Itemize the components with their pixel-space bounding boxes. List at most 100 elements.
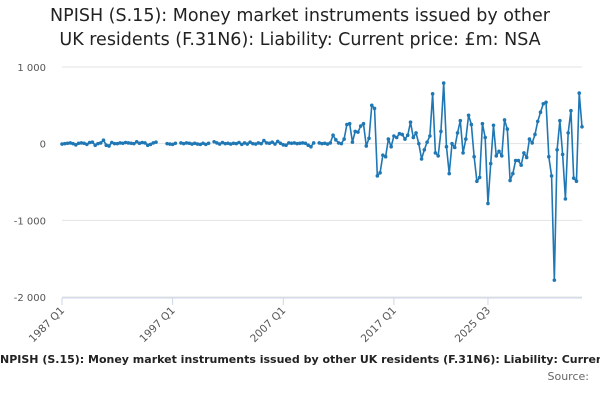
data-point — [192, 141, 197, 146]
data-point — [145, 143, 150, 147]
data-point — [270, 140, 275, 144]
data-point — [441, 81, 446, 85]
data-point — [154, 140, 158, 144]
data-point — [223, 141, 227, 146]
data-point — [217, 142, 222, 146]
data-point — [121, 141, 125, 146]
x-tick-label: 2025 Q3 — [453, 305, 493, 345]
data-point — [477, 175, 482, 180]
data-point — [90, 140, 95, 144]
data-point — [298, 141, 302, 146]
data-point — [281, 143, 286, 147]
data-point — [256, 141, 261, 145]
data-point — [428, 134, 432, 138]
data-point — [212, 139, 216, 144]
data-point — [325, 142, 330, 146]
data-point — [292, 141, 297, 145]
chart-title-line-1: NPISH (S.15): Money market instruments i… — [50, 6, 550, 26]
data-point — [62, 141, 67, 146]
data-point — [392, 134, 396, 138]
legend-series-label[interactable]: NPISH (S.15): Money market instruments i… — [0, 353, 600, 366]
data-point — [439, 129, 443, 134]
legend[interactable]: NPISH (S.15): Money market instruments i… — [0, 353, 600, 369]
data-point — [151, 141, 156, 145]
data-point — [143, 141, 147, 145]
data-point — [558, 118, 562, 123]
data-point — [345, 122, 349, 127]
series-line — [319, 82, 583, 281]
data-point — [400, 132, 405, 137]
data-point — [447, 171, 452, 176]
data-point — [547, 154, 551, 159]
data-point — [538, 110, 543, 115]
data-point — [115, 141, 120, 146]
data-point — [364, 144, 369, 148]
data-point — [571, 176, 576, 180]
data-point — [436, 154, 440, 158]
data-point — [109, 140, 114, 145]
data-point — [278, 141, 283, 146]
data-point — [339, 141, 344, 146]
data-point — [508, 178, 512, 183]
data-point — [334, 138, 338, 142]
data-point — [386, 137, 391, 141]
data-point — [336, 141, 341, 145]
data-point — [262, 138, 266, 143]
data-point — [519, 163, 523, 167]
data-point — [79, 141, 84, 145]
data-point — [372, 106, 377, 111]
data-point — [85, 142, 89, 147]
data-point — [502, 118, 507, 122]
data-point — [475, 179, 479, 184]
data-point — [511, 171, 515, 176]
data-point — [397, 131, 402, 136]
y-tick-label: 0 — [40, 140, 46, 151]
data-point — [140, 140, 145, 145]
data-point — [134, 139, 139, 144]
data-point — [300, 141, 305, 145]
data-point — [309, 144, 313, 149]
data-point — [486, 201, 490, 206]
data-point — [549, 174, 554, 178]
data-point — [350, 140, 355, 144]
data-point — [405, 133, 410, 138]
data-point — [450, 141, 454, 146]
data-point — [173, 141, 178, 146]
data-point — [65, 141, 70, 146]
data-point — [168, 142, 172, 146]
y-tick-label: -1 000 — [14, 216, 46, 227]
data-point — [455, 131, 460, 135]
data-point — [566, 131, 570, 135]
data-point — [195, 142, 200, 146]
data-point — [469, 122, 474, 127]
data-point — [317, 141, 322, 145]
data-point — [190, 142, 194, 146]
source-label: Source: — [547, 370, 590, 383]
data-point — [273, 142, 277, 146]
data-point — [303, 141, 308, 146]
data-point — [82, 141, 86, 146]
data-point — [544, 100, 548, 105]
data-point — [137, 141, 142, 146]
data-point — [347, 121, 352, 126]
data-point — [394, 135, 399, 140]
x-tick-label: 1987 Q1 — [27, 305, 67, 345]
data-point — [433, 151, 438, 155]
data-point — [403, 137, 407, 141]
data-point — [123, 140, 128, 145]
data-point — [306, 143, 310, 147]
data-point — [165, 141, 169, 146]
data-point — [516, 158, 521, 163]
chart-title: NPISH (S.15): Money market instruments i… — [0, 4, 600, 52]
data-point — [181, 141, 186, 146]
data-point — [126, 141, 131, 145]
data-point — [104, 143, 109, 147]
data-point — [245, 142, 250, 146]
data-point — [295, 141, 299, 146]
data-point — [552, 278, 557, 282]
data-point — [251, 141, 255, 146]
data-point — [148, 142, 153, 147]
data-point — [419, 157, 424, 161]
chart-title-line-2: UK residents (F.31N6): Liability: Curren… — [59, 30, 541, 50]
data-point — [361, 121, 366, 126]
